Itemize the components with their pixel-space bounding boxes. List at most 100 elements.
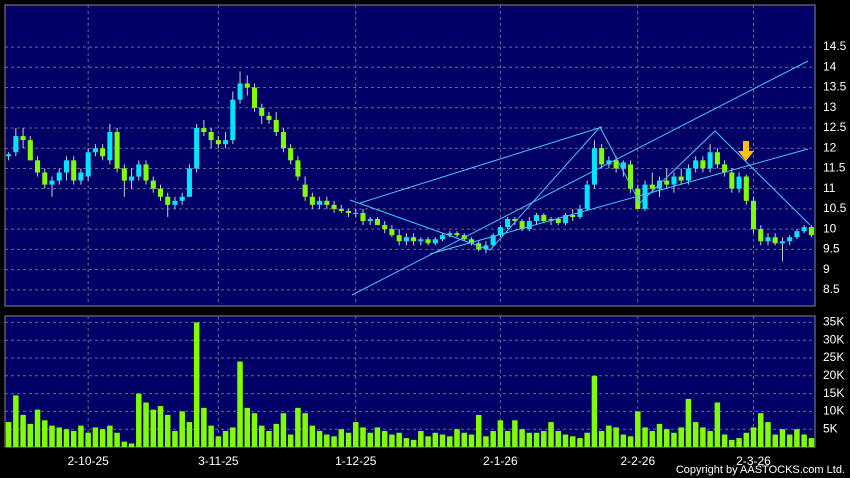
candle-body — [440, 235, 446, 240]
volume-bar — [237, 361, 243, 447]
volume-bar — [512, 420, 518, 447]
y-tick-label: 9 — [823, 262, 830, 276]
volume-bar — [316, 430, 323, 447]
candle-body — [121, 168, 127, 181]
candle-body — [309, 196, 315, 205]
candle-body — [179, 196, 185, 201]
volume-bar — [591, 375, 598, 447]
volume-bar — [164, 414, 171, 447]
candle-body — [577, 208, 583, 217]
volume-bar — [598, 430, 605, 447]
volume-bar — [324, 434, 330, 447]
candle-body — [374, 219, 380, 226]
y2-tick-label: 5K — [823, 421, 838, 435]
candle-body — [201, 127, 207, 133]
candle-body — [685, 168, 691, 181]
volume-bar — [99, 429, 106, 447]
trend-line — [351, 60, 809, 296]
volume-bar — [49, 425, 55, 447]
volume-bar — [620, 434, 627, 447]
y-tick-label: 13.5 — [823, 80, 847, 94]
y-tick-label: 8.5 — [823, 282, 840, 296]
volume-bar — [136, 393, 142, 447]
candle-body — [63, 160, 70, 173]
marks — [5, 71, 815, 447]
volume-bar — [454, 429, 460, 447]
volume-bar — [78, 425, 84, 447]
volume-bar — [353, 422, 359, 447]
volume-bar — [671, 432, 677, 447]
volume-bar — [56, 427, 62, 447]
candle-body — [490, 235, 496, 246]
volume-bar — [309, 425, 316, 447]
candle-body — [42, 172, 48, 185]
volume-bar — [374, 427, 381, 447]
volume-bar — [729, 439, 735, 447]
volume-bar — [193, 322, 200, 447]
candle-body — [526, 221, 532, 230]
volume-bar — [266, 430, 272, 447]
candle-body — [468, 239, 475, 244]
volume-bar — [403, 438, 410, 447]
volume-bar — [490, 430, 496, 447]
volume-bar — [338, 429, 345, 447]
volume-bar — [172, 430, 178, 447]
y-tick-label: 14.5 — [823, 39, 847, 53]
candle-body — [779, 241, 785, 244]
x-tick-label: 2-10-25 — [67, 454, 109, 468]
candle-body — [613, 160, 619, 169]
volume-bar — [360, 427, 366, 447]
x-tick-label: 2-1-26 — [483, 454, 518, 468]
volume-bar — [396, 432, 402, 447]
candle-body — [20, 136, 26, 141]
candle-body — [642, 184, 648, 209]
y-tick-label: 14 — [823, 59, 837, 73]
candle-body — [6, 154, 12, 157]
volume-bar — [627, 436, 634, 447]
volume-bar — [5, 422, 12, 447]
candle-body — [555, 219, 561, 224]
candle-body — [172, 200, 178, 205]
y2-tick-label: 15K — [823, 386, 844, 400]
volume-bar — [663, 429, 670, 447]
y2-tick-label: 30K — [823, 332, 844, 346]
x-tick-label: 3-11-25 — [198, 454, 239, 468]
candle-body — [280, 132, 286, 149]
candle-body — [750, 200, 757, 230]
volume-bar — [389, 434, 395, 447]
candle-body — [107, 132, 113, 161]
candle-body — [208, 132, 214, 141]
volume-bar — [27, 423, 34, 447]
candle-body — [165, 196, 171, 205]
volume-bar — [801, 434, 807, 447]
volume-bar — [548, 422, 554, 447]
volume-bar — [92, 427, 99, 447]
candle-body — [808, 227, 814, 236]
volume-bar — [714, 402, 721, 447]
volume-bar — [114, 432, 120, 447]
candle-body — [620, 162, 626, 169]
candle-body — [35, 160, 41, 173]
candle-body — [606, 160, 612, 165]
volume-bar — [273, 423, 279, 447]
volume-bar — [758, 413, 764, 447]
volume-bar — [685, 398, 692, 447]
volume-bar — [692, 422, 699, 447]
volume-bar — [418, 430, 424, 447]
volume-bar — [519, 429, 525, 447]
candle-body — [324, 200, 330, 205]
candle-body — [266, 115, 272, 120]
volume-bar — [555, 430, 562, 447]
volume-bar — [721, 434, 728, 447]
volume-bar — [541, 430, 547, 447]
volume-bar — [779, 429, 786, 447]
copyright: Copyright by AASTOCKS.com Ltd. — [676, 464, 845, 476]
candle-body — [541, 214, 547, 222]
volume-bar — [533, 432, 540, 447]
volume-bar — [736, 438, 742, 447]
candle-body — [114, 132, 120, 169]
candle-body — [56, 172, 62, 181]
candle-body — [273, 119, 279, 133]
candle-body — [714, 152, 720, 165]
